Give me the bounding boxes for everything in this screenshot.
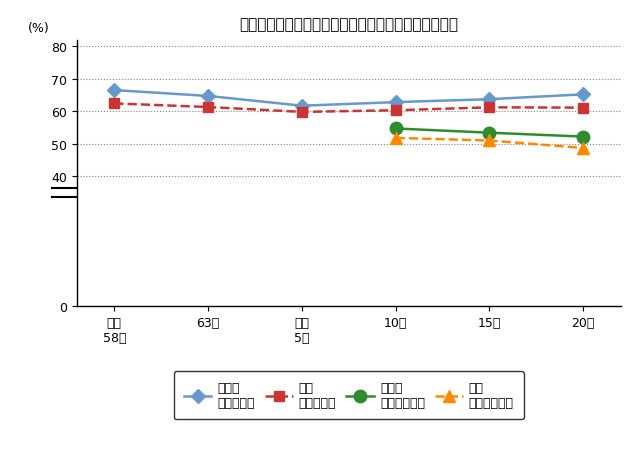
Text: (%): (%) [28, 22, 49, 35]
Title: 持ち家住宅率と現住居の敷地を所有する世帯数の割合: 持ち家住宅率と現住居の敷地を所有する世帯数の割合 [239, 18, 458, 32]
Legend: 埼玉県
（持ち家）, 全国
（持ち家）, 埼玉県
（世帯割合）, 全国
（世帯割合）: 埼玉県 （持ち家）, 全国 （持ち家）, 埼玉県 （世帯割合）, 全国 （世帯割… [174, 372, 524, 419]
